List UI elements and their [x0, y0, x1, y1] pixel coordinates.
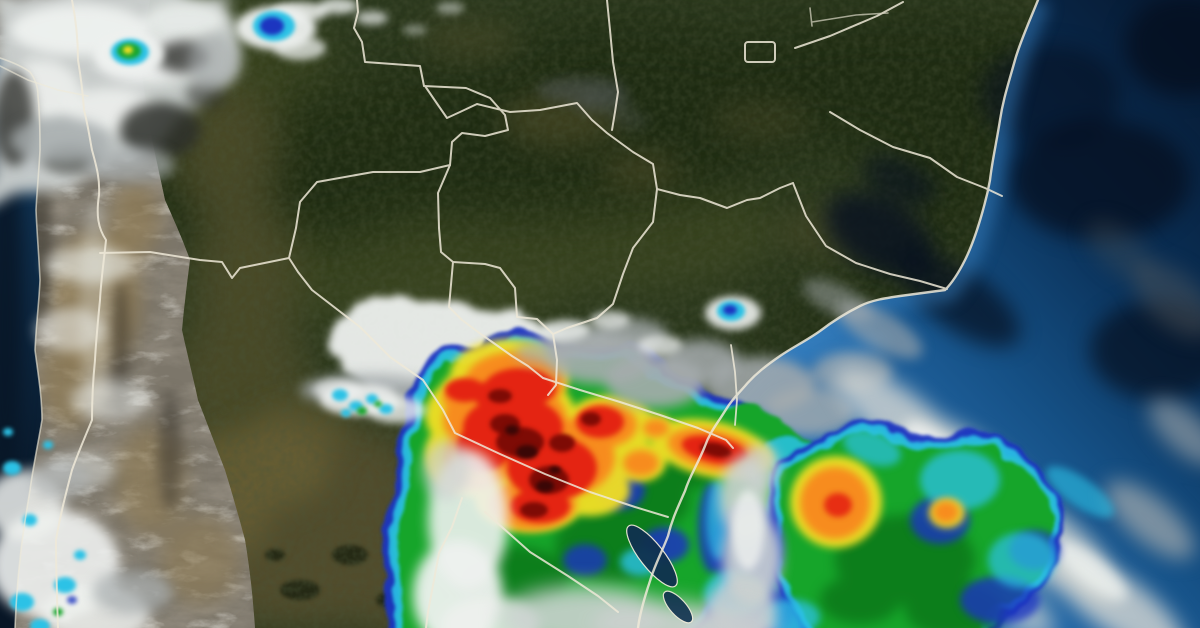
- sw-green-specks: [357, 401, 382, 415]
- lagoa-dos-patos: [626, 524, 678, 588]
- topleft-gray-clouds: [10, 34, 236, 183]
- reservoir-smudge: [537, 77, 650, 128]
- border-goias: [606, 0, 619, 131]
- border-minas-north: [794, 1, 904, 49]
- border-paraguay-west: [288, 164, 669, 518]
- west-band-fringe: [422, 440, 470, 500]
- border-paraguay-east: [452, 261, 558, 396]
- boundary-lines: [0, 0, 1040, 628]
- border-sao-paulo-north: [656, 182, 794, 209]
- border-ms-north: [424, 85, 658, 190]
- bottomleft-gray-clouds: [30, 460, 172, 614]
- tongue-bright-core: [732, 490, 764, 570]
- cell-sao-paulo-coast: [705, 296, 761, 330]
- cell-bolivia: [96, 34, 164, 74]
- border-parana-river: [552, 188, 658, 335]
- storm-dark-red-cores: [488, 389, 732, 518]
- isolated-storm-cells: [96, 6, 761, 330]
- andes-blue-speck: [67, 596, 77, 604]
- border-bolivia-brazil: [353, 0, 509, 166]
- south-cloud-band: [500, 586, 777, 628]
- cell-mato-grosso: [236, 6, 326, 60]
- atlantic-coastline: [636, 0, 1040, 628]
- storm-ocean-cyan-rim: [770, 429, 1062, 628]
- sw-cyan-specks: [332, 389, 393, 417]
- border-minor-goias: [809, 7, 889, 27]
- cloud-layer-over: [0, 311, 782, 628]
- pacific-deep-shade: [0, 110, 23, 490]
- convective-storm-complex: [383, 335, 1114, 628]
- border-topleft: [0, 65, 89, 97]
- coastal-lagoons: [626, 524, 694, 624]
- border-parana-south: [542, 377, 734, 449]
- storm-maroon-cores: [505, 425, 561, 492]
- border-pr-coastal: [730, 344, 738, 426]
- border-rs-uruguay: [484, 511, 619, 613]
- lagoa-mirim: [662, 590, 694, 624]
- distrito-federal-square: [744, 41, 776, 63]
- border-uruguay-river: [425, 497, 463, 628]
- border-argentina-bolivia: [99, 251, 290, 279]
- ocean-dark-patches: [825, 0, 1200, 400]
- border-mg-es: [829, 111, 1003, 197]
- topleft-cloud-shadows: [0, 41, 225, 174]
- bottomleft-clouds: [0, 470, 150, 628]
- ocean-dark-cirrus: [1086, 220, 1200, 338]
- andes-snow-streaks: [35, 200, 150, 488]
- pacific-coastline: [0, 57, 43, 628]
- border-sp-rj: [792, 182, 948, 290]
- border-paraguay-river: [437, 164, 544, 379]
- border-chile-argentina: [55, 0, 107, 628]
